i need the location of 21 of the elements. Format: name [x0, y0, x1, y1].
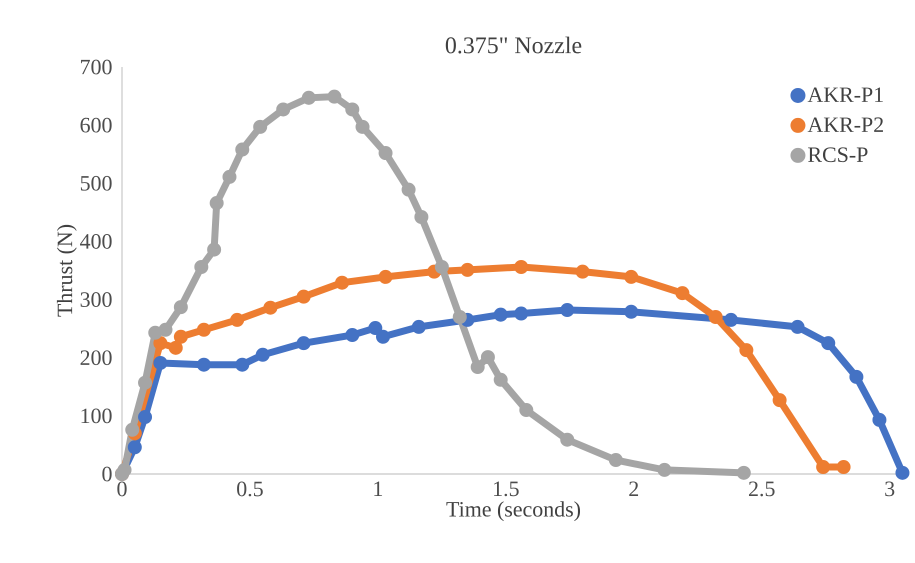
x-tick-label: 2 — [629, 482, 638, 496]
y-tick-label: 700 — [81, 60, 112, 74]
y-tick-label: 300 — [80, 292, 112, 307]
legend-label: AKR-P2 — [808, 117, 883, 132]
x-tick-label: 2.5 — [748, 482, 775, 496]
x-tick-label: 1 — [374, 482, 382, 496]
y-tick-label: 600 — [80, 118, 112, 133]
y-tick-label: 200 — [80, 350, 112, 366]
y-tick-label: 0 — [102, 466, 112, 482]
chart-title: 0.375" Nozzle — [446, 36, 582, 54]
x-tick-label: 3 — [885, 482, 894, 496]
y-axis-title: Thrust (N) — [56, 224, 77, 317]
x-tick-label: 0 — [117, 482, 127, 496]
x-tick-label: 1.5 — [494, 482, 519, 496]
y-tick-label: 100 — [82, 408, 112, 424]
legend-label: RCS-P — [808, 147, 868, 162]
y-tick-label: 500 — [80, 176, 112, 191]
legend-label: AKR-P1 — [808, 87, 883, 102]
x-axis-title: Time (seconds) — [446, 501, 580, 522]
y-tick-label: 400 — [80, 234, 112, 249]
x-tick-label: 0.5 — [237, 482, 263, 496]
